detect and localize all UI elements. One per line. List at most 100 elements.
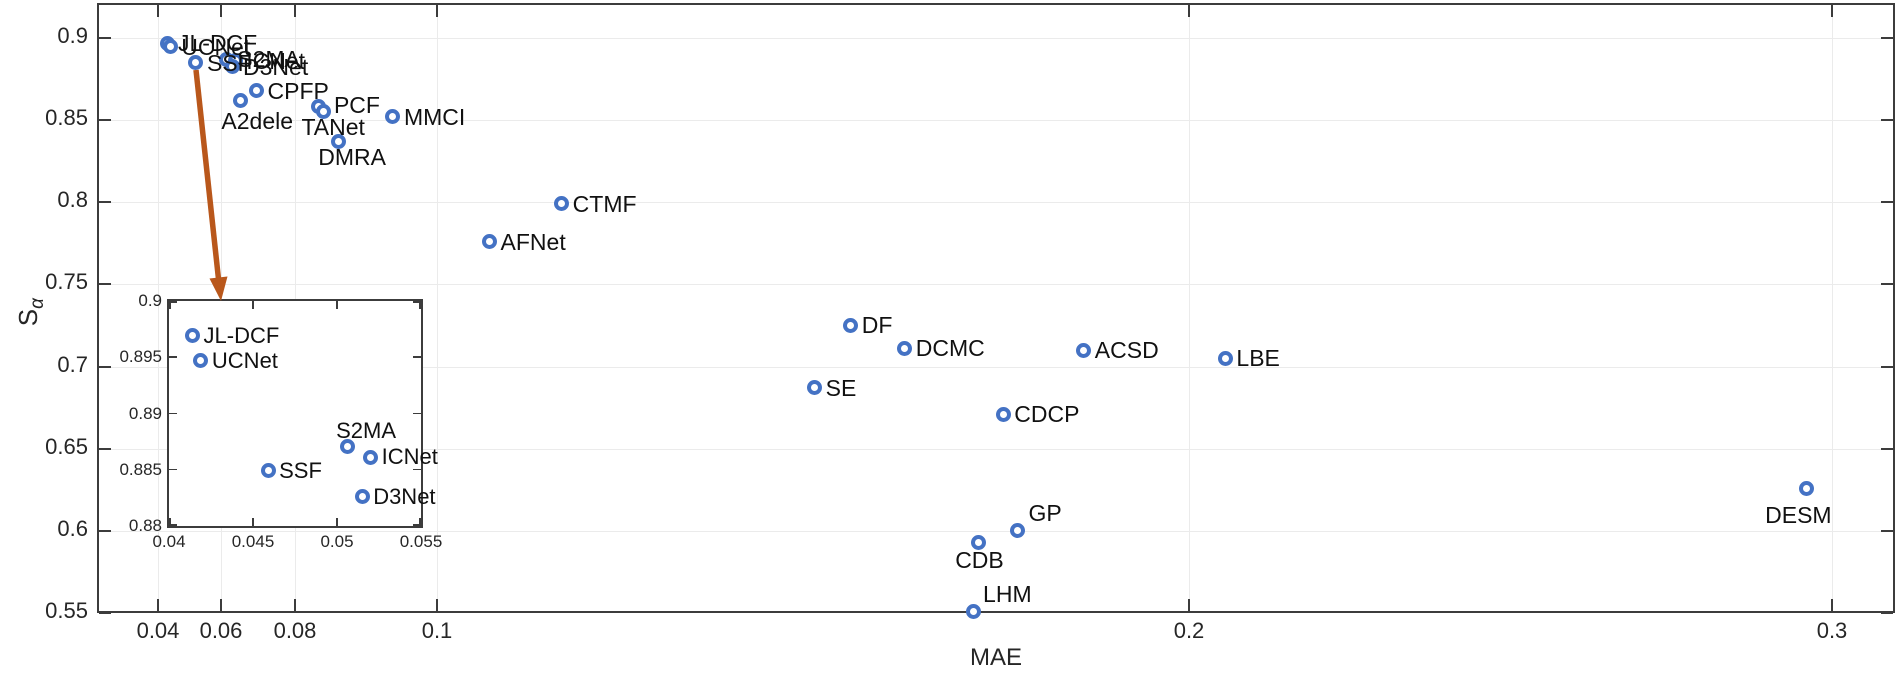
data-point-marker bbox=[995, 406, 1011, 422]
inset-data-point-label: SSF bbox=[279, 457, 322, 483]
x-gridline bbox=[158, 5, 159, 611]
data-point-label: ICNet bbox=[246, 47, 306, 74]
y-tick-mark bbox=[99, 612, 111, 614]
y-tick-mark bbox=[1881, 365, 1893, 368]
x-tick-mark bbox=[220, 5, 222, 17]
inset-y-tick-label: 0.9 bbox=[138, 291, 162, 310]
data-point-label: GP bbox=[1028, 499, 1062, 526]
data-point-label: DF bbox=[861, 312, 893, 339]
y-tick-mark bbox=[1881, 283, 1893, 286]
inset-x-tick-mark bbox=[169, 301, 171, 309]
inset-y-tick-mark bbox=[169, 412, 177, 414]
x-tick-label: 0.08 bbox=[273, 618, 317, 643]
data-point-label: S2MA bbox=[237, 46, 300, 73]
data-point-label: PCF bbox=[333, 91, 380, 118]
inset-plot: JL-DCF UCNet SSF S2MA ICNet D3Net bbox=[167, 299, 438, 528]
inset-x-tick-label: 0.05 bbox=[320, 532, 354, 551]
data-point-marker bbox=[385, 109, 401, 125]
inset-y-tick-label: 0.895 bbox=[119, 347, 162, 367]
data-point-label: D3Net bbox=[243, 53, 309, 80]
inset-x-tick-label: 0.055 bbox=[399, 532, 443, 551]
data-point-marker bbox=[897, 340, 913, 356]
data-point-marker bbox=[843, 317, 859, 333]
data-point-label: A2dele bbox=[221, 108, 294, 135]
data-point-marker bbox=[1009, 523, 1025, 539]
data-point-label: CPFP bbox=[267, 77, 329, 104]
inset-data-point-label: D3Net bbox=[373, 483, 436, 509]
inset-data-point-marker bbox=[354, 489, 370, 505]
inset-data-point-marker bbox=[193, 353, 209, 369]
y-gridline bbox=[99, 202, 1893, 204]
inset-x-tick-label: 0.045 bbox=[231, 532, 275, 551]
y-tick-label: 0.7 bbox=[57, 351, 88, 377]
y-tick-mark bbox=[99, 36, 111, 39]
inset-y-tick-mark bbox=[413, 524, 421, 526]
data-point-marker bbox=[807, 380, 823, 396]
x-tick-mark bbox=[157, 599, 159, 611]
data-point-marker bbox=[330, 133, 346, 149]
x-gridline bbox=[1189, 5, 1190, 611]
inset-x-tick-mark bbox=[419, 301, 421, 309]
y-tick-mark bbox=[99, 365, 111, 368]
inset-data-point-label: ICNet bbox=[381, 444, 438, 470]
y-axis-title-text: S bbox=[12, 308, 43, 327]
data-point-marker bbox=[315, 104, 331, 120]
inset-y-tick-label: 0.89 bbox=[128, 403, 162, 423]
x-tick-label: 0.1 bbox=[421, 618, 453, 643]
y-tick-label: 0.75 bbox=[45, 269, 88, 295]
y-tick-mark bbox=[99, 119, 111, 122]
x-gridline bbox=[1832, 5, 1833, 611]
data-point-marker bbox=[1076, 342, 1092, 358]
x-tick-mark bbox=[294, 599, 296, 611]
inset-data-point-marker bbox=[363, 449, 379, 465]
data-point-label: UCNet bbox=[181, 33, 251, 60]
inset-y-tick-mark bbox=[413, 412, 421, 414]
data-point-label: LBE bbox=[1236, 345, 1280, 372]
data-point-label: DESM bbox=[1765, 502, 1832, 529]
x-tick-mark bbox=[294, 5, 296, 17]
x-tick-label: 0.3 bbox=[1816, 618, 1848, 643]
x-gridline bbox=[437, 5, 438, 611]
y-tick-label: 0.6 bbox=[57, 515, 88, 541]
y-tick-mark bbox=[99, 529, 111, 532]
data-point-marker bbox=[232, 92, 248, 108]
x-tick-mark bbox=[1831, 599, 1833, 611]
data-point-marker bbox=[1798, 480, 1814, 496]
x-tick-mark bbox=[1188, 5, 1190, 17]
y-gridline bbox=[99, 530, 1893, 532]
x-tick-mark bbox=[436, 5, 438, 17]
x-axis-title: MAE bbox=[97, 644, 1895, 672]
inset-x-tick-mark bbox=[252, 518, 254, 526]
y-tick-label: 0.85 bbox=[45, 105, 88, 131]
y-tick-label: 0.8 bbox=[57, 187, 88, 213]
inset-y-tick-mark bbox=[169, 301, 177, 303]
inset-x-tick-mark bbox=[336, 518, 338, 526]
data-point-marker bbox=[965, 603, 981, 619]
x-tick-mark bbox=[220, 599, 222, 611]
data-point-label: CTMF bbox=[572, 190, 637, 217]
data-point-label: LHM bbox=[983, 581, 1032, 608]
inset-data-point-marker bbox=[185, 328, 201, 344]
y-tick-mark bbox=[1881, 447, 1893, 450]
x-axis-title-text: MAE bbox=[969, 644, 1022, 671]
y-tick-mark bbox=[1881, 36, 1893, 39]
inset-data-point-label: S2MA bbox=[336, 418, 396, 444]
inset-y-tick-label: 0.885 bbox=[119, 459, 162, 479]
data-point-label: CDCP bbox=[1014, 401, 1080, 428]
y-tick-mark bbox=[1881, 201, 1893, 204]
inset-x-tick-mark bbox=[252, 301, 254, 309]
y-gridline bbox=[99, 366, 1893, 368]
inset-x-tick-mark bbox=[336, 301, 338, 309]
x-tick-label: 0.04 bbox=[136, 618, 180, 643]
inset-y-tick-mark bbox=[413, 301, 421, 303]
inset-data-point-label: JL-DCF bbox=[203, 322, 280, 348]
data-point-marker bbox=[249, 83, 264, 99]
inset-y-tick-mark bbox=[413, 468, 421, 471]
inset-y-tick-mark bbox=[169, 468, 177, 471]
inset-y-tick-mark bbox=[169, 524, 177, 526]
y-tick-mark bbox=[1881, 612, 1893, 614]
data-point-marker bbox=[482, 234, 498, 250]
data-point-label: ACSD bbox=[1094, 337, 1159, 364]
data-point-marker bbox=[188, 55, 204, 71]
x-tick-mark bbox=[157, 5, 159, 17]
